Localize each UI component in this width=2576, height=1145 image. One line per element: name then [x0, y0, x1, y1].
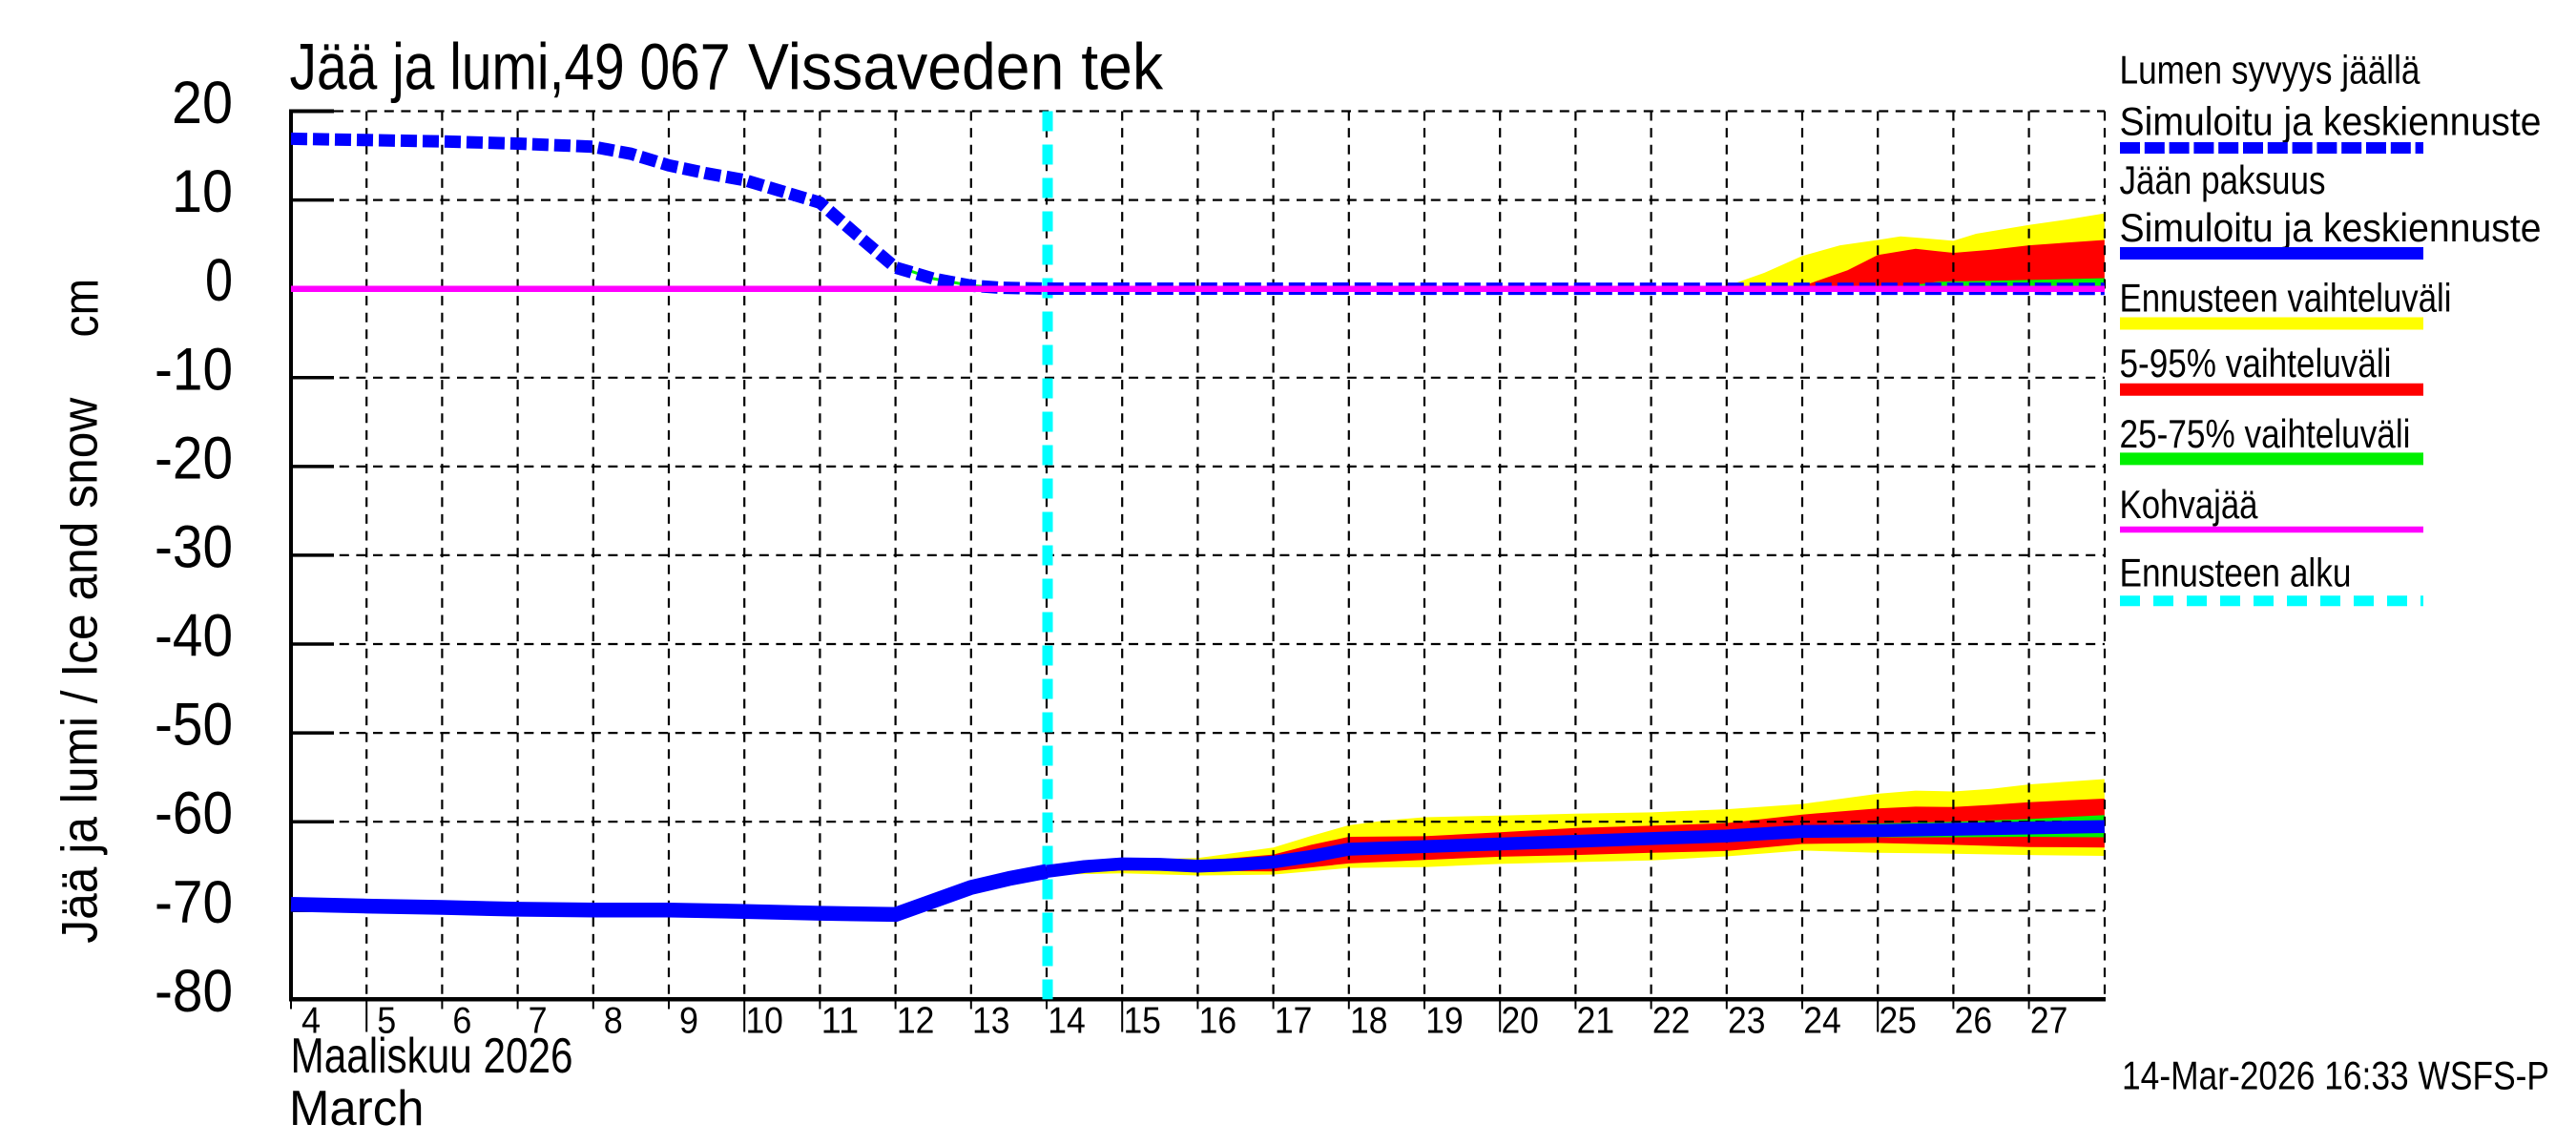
svg-text:5-95% vaihteluväli: 5-95% vaihteluväli	[2120, 341, 2392, 385]
svg-text:-50: -50	[155, 692, 233, 759]
svg-text:21: 21	[1577, 1001, 1615, 1042]
svg-text:cm: cm	[54, 279, 110, 338]
svg-text:12: 12	[897, 1001, 935, 1042]
svg-text:25: 25	[1879, 1001, 1917, 1042]
svg-text:20: 20	[1501, 1001, 1539, 1042]
svg-text:Simuloitu ja keskiennuste: Simuloitu ja keskiennuste	[2120, 205, 2542, 250]
svg-text:22: 22	[1652, 1001, 1691, 1042]
svg-text:25-75% vaihteluväli: 25-75% vaihteluväli	[2120, 411, 2411, 456]
svg-text:20: 20	[172, 70, 233, 136]
svg-text:-70: -70	[155, 869, 233, 936]
svg-text:0: 0	[205, 247, 233, 314]
svg-text:Lumen syvyys jäällä: Lumen syvyys jäällä	[2120, 48, 2421, 93]
svg-text:Ennusteen alku: Ennusteen alku	[2120, 550, 2352, 594]
svg-text:14-Mar-2026 16:33 WSFS-P: 14-Mar-2026 16:33 WSFS-P	[2122, 1053, 2549, 1098]
svg-text:5: 5	[377, 1001, 396, 1042]
svg-text:10: 10	[745, 1001, 783, 1042]
svg-text:10: 10	[172, 158, 233, 225]
svg-text:Maaliskuu 2026: Maaliskuu 2026	[291, 1029, 573, 1084]
svg-text:March: March	[289, 1081, 425, 1136]
svg-text:-20: -20	[155, 425, 233, 491]
svg-text:-30: -30	[155, 513, 233, 580]
svg-text:26: 26	[1955, 1001, 1993, 1042]
svg-text:16: 16	[1199, 1001, 1237, 1042]
svg-text:19: 19	[1425, 1001, 1464, 1042]
svg-text:23: 23	[1728, 1001, 1766, 1042]
svg-text:24: 24	[1803, 1001, 1841, 1042]
svg-text:Jää ja lumi,49 067: Jää ja lumi,49 067	[290, 31, 731, 104]
svg-text:15: 15	[1123, 1001, 1161, 1042]
svg-text:Kohvajää: Kohvajää	[2120, 482, 2259, 527]
svg-text:17: 17	[1275, 1001, 1313, 1042]
svg-text:-40: -40	[155, 603, 233, 670]
svg-text:Ennusteen vaihteluväli: Ennusteen vaihteluväli	[2120, 275, 2452, 320]
svg-text:4: 4	[301, 1001, 321, 1042]
svg-text:-60: -60	[155, 781, 233, 847]
svg-text:7: 7	[529, 1001, 548, 1042]
svg-text:Simuloitu ja keskiennuste: Simuloitu ja keskiennuste	[2120, 99, 2542, 144]
svg-text:6: 6	[452, 1001, 471, 1042]
svg-text:-10: -10	[155, 336, 233, 403]
svg-text:Jään paksuus: Jään paksuus	[2120, 157, 2326, 202]
svg-text:Vissaveden tek: Vissaveden tek	[748, 31, 1163, 104]
svg-text:Jää ja lumi / Ice and snow: Jää ja lumi / Ice and snow	[52, 397, 109, 944]
svg-text:27: 27	[2030, 1001, 2068, 1042]
svg-text:-80: -80	[155, 958, 233, 1025]
svg-text:13: 13	[972, 1001, 1010, 1042]
svg-text:14: 14	[1048, 1001, 1086, 1042]
svg-text:9: 9	[679, 1001, 698, 1042]
svg-text:18: 18	[1350, 1001, 1388, 1042]
svg-text:8: 8	[604, 1001, 623, 1042]
svg-text:11: 11	[821, 1001, 860, 1042]
